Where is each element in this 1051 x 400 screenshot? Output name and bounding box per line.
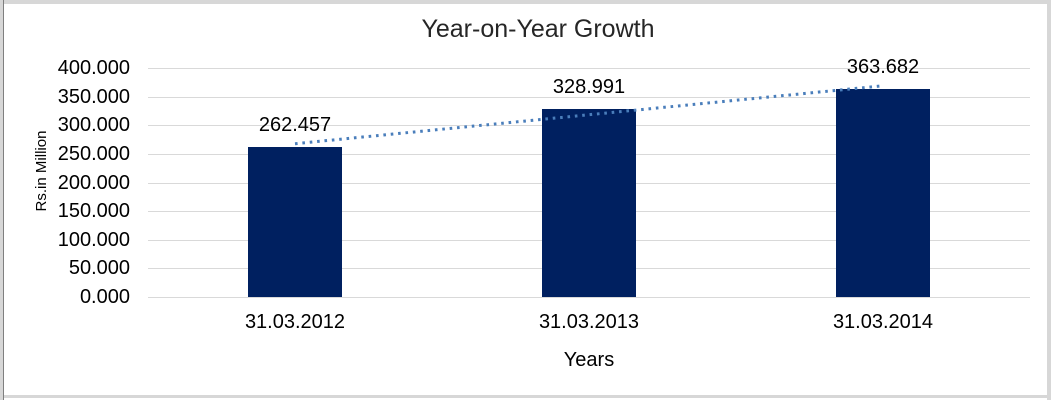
y-tick-label: 250.000 [57, 142, 130, 165]
y-tick-label: 50.000 [68, 257, 130, 280]
gridline [148, 96, 1030, 98]
frame-border-left-line [3, 0, 4, 400]
gridline [148, 297, 1030, 298]
bar-value-label: 262.457 [258, 113, 332, 136]
frame-edge-bottom [0, 395, 1051, 398]
x-tick-label: 31.03.2012 [244, 311, 346, 333]
y-tick-label: 400.000 [57, 57, 130, 79]
bar-31.03.2012 [248, 146, 342, 297]
y-tick-label: 100.000 [57, 228, 130, 251]
frame-edge-top [0, 0, 1051, 4]
x-tick-label: 31.03.2013 [538, 311, 640, 333]
y-tick-label: 0.000 [79, 286, 130, 308]
x-tick-label: 31.03.2014 [832, 311, 934, 333]
y-tick-label: 350.000 [57, 85, 130, 108]
trendline-dotted [294, 84, 884, 146]
bar-31.03.2013 [542, 108, 636, 297]
bar-31.03.2014 [836, 88, 930, 297]
chart-title: Year-on-Year Growth [421, 15, 655, 43]
frame-edge-left [0, 0, 3, 400]
x-axis-title: Years [563, 349, 615, 371]
plot-area [148, 68, 1030, 298]
bar-value-label: 363.682 [846, 55, 920, 78]
y-tick-label: 150.000 [57, 200, 130, 223]
y-tick-label: 200.000 [57, 171, 130, 194]
y-tick-label: 300.000 [57, 114, 130, 137]
gridline [148, 68, 1030, 69]
frame-edge-right [1047, 0, 1051, 400]
bar-value-label: 328.991 [552, 75, 626, 98]
